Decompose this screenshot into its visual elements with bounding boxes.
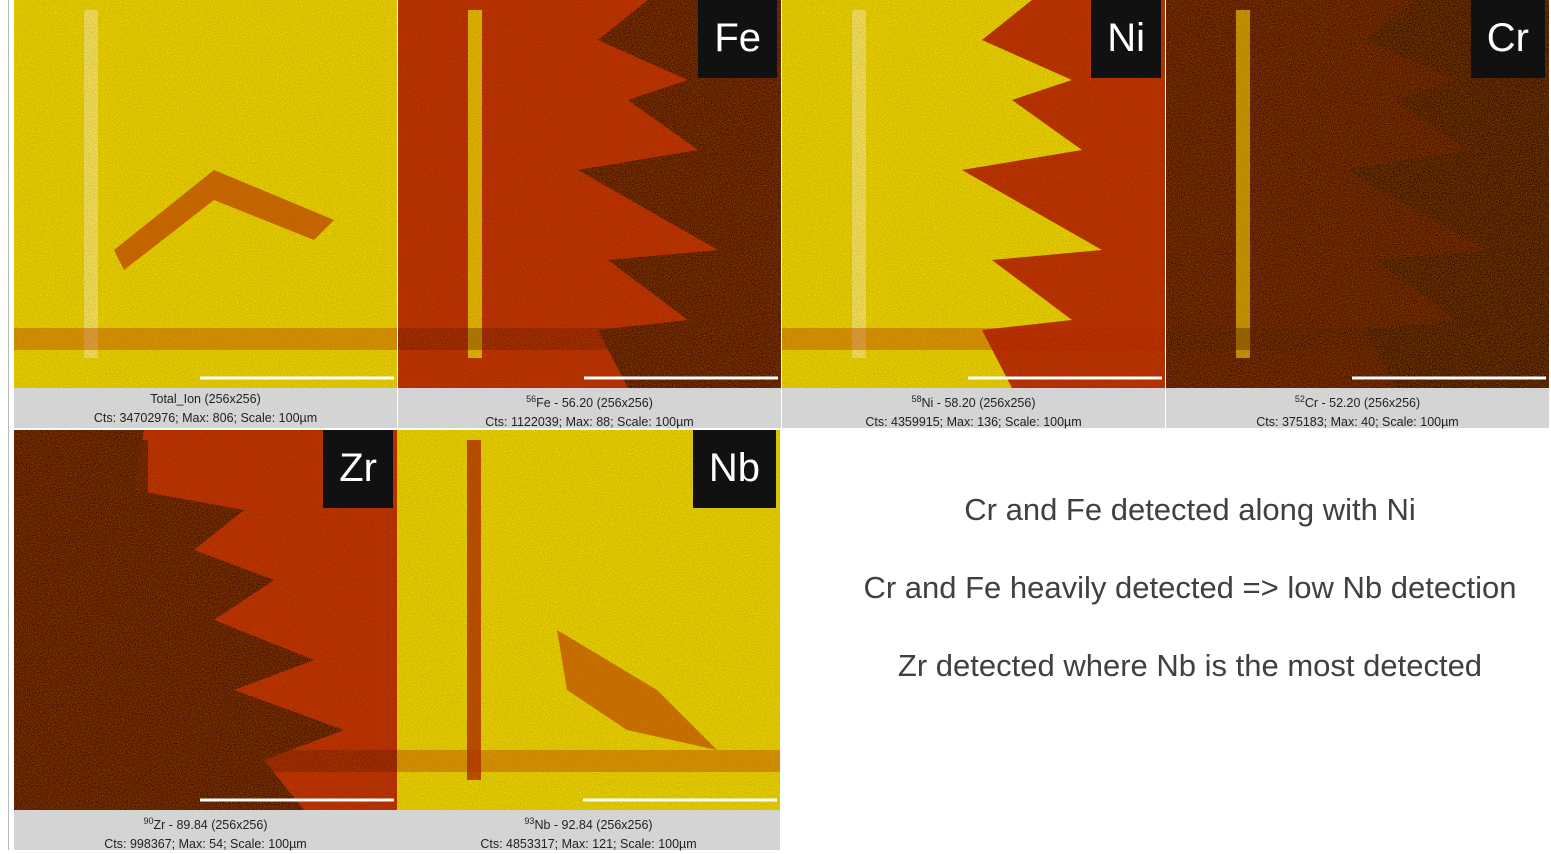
map-stripe — [468, 10, 482, 358]
map-stats: Cts: 4853317; Max: 121; Scale: 100µm — [480, 837, 697, 852]
map-stripe — [134, 440, 148, 780]
map-caption: 58Ni - 58.20 (256x256) Cts: 4359915; Max:… — [782, 388, 1165, 429]
caption-title: Total_Ion (256x256) — [14, 390, 397, 409]
map-region — [14, 430, 344, 810]
map-name: Ni - 58.20 (256x256) — [921, 396, 1036, 411]
map-stats: Cts: 998367; Max: 54; Scale: 100µm — [104, 837, 307, 852]
map-image — [14, 430, 397, 810]
map-caption: 90Zr - 89.84 (256x256) Cts: 998367; Max: … — [14, 810, 397, 851]
caption-title: 56Fe - 56.20 (256x256) — [398, 390, 781, 413]
map-caption: 93Nb - 92.84 (256x256) Cts: 4853317; Max:… — [397, 810, 780, 851]
isotope-mass: 93 — [524, 816, 535, 826]
map-region — [1346, 0, 1549, 388]
caption-title: 93Nb - 92.84 (256x256) — [397, 812, 780, 835]
map-panel: Nb 93Nb - 92.84 (256x256) Cts: 4853317; Ma… — [397, 430, 780, 851]
map-panel: Cr 52Cr - 52.20 (256x256) Cts: 375183; Max… — [1166, 0, 1549, 429]
isotope-mass: 52 — [1294, 394, 1305, 404]
map-name: Cr - 52.20 (256x256) — [1304, 396, 1421, 411]
isotope-mass: 56 — [526, 394, 537, 404]
map-stripe — [852, 10, 866, 358]
map-region — [557, 630, 717, 750]
map-caption: 56Fe - 56.20 (256x256) Cts: 1122039; Max:… — [398, 388, 781, 429]
map-band — [398, 328, 781, 350]
map-stripe — [1236, 10, 1250, 358]
element-label: Zr — [323, 430, 393, 508]
isotope-mass: 58 — [911, 394, 922, 404]
map-content — [14, 430, 397, 810]
map-caption: Total_Ion (256x256) Cts: 34702976; Max: 8… — [14, 388, 397, 428]
map-name: Nb - 92.84 (256x256) — [534, 818, 653, 833]
notes: Cr and Fe detected along with Ni Cr and F… — [800, 485, 1551, 719]
caption-title: 58Ni - 58.20 (256x256) — [782, 390, 1165, 413]
note: Cr and Fe detected along with Ni — [964, 492, 1416, 527]
map-image — [14, 0, 397, 388]
map-image — [398, 0, 781, 388]
caption-title: 52Cr - 52.20 (256x256) — [1166, 390, 1549, 413]
caption-title: 90Zr - 89.84 (256x256) — [14, 812, 397, 835]
map-stats: Cts: 4359915; Max: 136; Scale: 100µm — [865, 415, 1082, 430]
map-stats: Cts: 34702976; Max: 806; Scale: 100µm — [93, 411, 318, 425]
element-label: Ni — [1091, 0, 1161, 78]
map-region — [114, 170, 334, 270]
map-stats: Cts: 375183; Max: 40; Scale: 100µm — [1256, 415, 1459, 430]
map-name: Fe - 56.20 (256x256) — [536, 396, 653, 411]
element-label: Cr — [1470, 0, 1545, 78]
map-stripe — [467, 440, 481, 780]
map-caption: 52Cr - 52.20 (256x256) Cts: 375183; Max: … — [1166, 388, 1549, 429]
map-panel: Fe 56Fe - 56.20 (256x256) Cts: 1122039; Ma… — [398, 0, 781, 429]
map-band — [397, 750, 780, 772]
map-band — [14, 750, 397, 772]
map-panel: Total_Ion (256x256) Cts: 34702976; Max: 8… — [14, 0, 397, 428]
isotope-mass: 90 — [143, 816, 154, 826]
map-content — [398, 0, 781, 388]
map-stripe — [84, 10, 98, 358]
note: Zr detected where Nb is the most detecte… — [897, 648, 1483, 683]
element-label: Nb — [692, 430, 776, 508]
map-name: Total_Ion (256x256) — [150, 392, 261, 406]
map-name: Zr - 89.84 (256x256) — [153, 818, 268, 833]
window-border — [8, 0, 9, 850]
map-band — [14, 328, 397, 350]
map-band — [1166, 328, 1549, 350]
map-stats: Cts: 1122039; Max: 88; Scale: 100µm — [485, 415, 694, 430]
element-label: Fe — [698, 0, 777, 78]
map-content — [14, 0, 397, 388]
map-content — [1166, 0, 1549, 388]
map-band — [782, 328, 1165, 350]
map-panel: Zr 90Zr - 89.84 (256x256) Cts: 998367; Max… — [14, 430, 397, 851]
map-image — [1166, 0, 1549, 388]
map-region — [578, 0, 781, 388]
note: Cr and Fe heavily detected => low Nb det… — [863, 570, 1517, 605]
map-region — [962, 0, 1165, 388]
map-panel: Ni 58Ni - 58.20 (256x256) Cts: 4359915; Ma… — [782, 0, 1165, 429]
